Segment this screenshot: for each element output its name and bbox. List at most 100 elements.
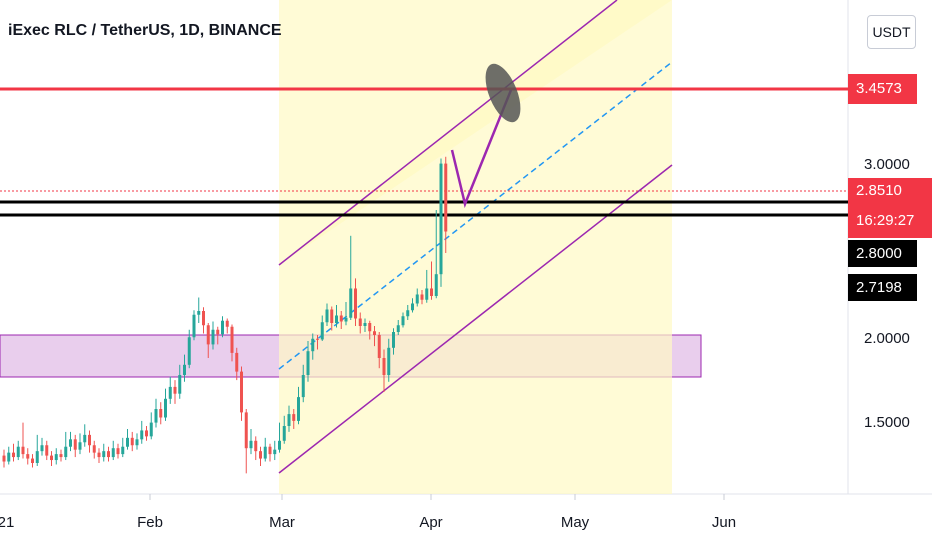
candle-body	[64, 446, 68, 458]
candles	[2, 156, 448, 474]
candle-body	[358, 318, 362, 326]
candle-body	[354, 288, 357, 319]
support-price-badge-lower: 2.7198	[848, 274, 917, 301]
candle-body	[306, 351, 310, 375]
candle-body	[168, 386, 172, 399]
candle-body	[35, 451, 39, 463]
candle-body	[126, 437, 129, 447]
candle-body	[425, 288, 429, 300]
candle-body	[339, 315, 343, 322]
x-tick-marks	[149, 494, 725, 500]
candle-body	[325, 309, 329, 323]
x-tick-label: May	[560, 514, 590, 531]
candle-body	[420, 294, 424, 300]
candle-body	[211, 329, 215, 345]
y-tick-label: 2.0000	[864, 330, 910, 347]
candle-body	[78, 442, 82, 450]
candle-body	[282, 426, 286, 441]
x-tick-label: Feb	[137, 514, 163, 531]
candle-body	[140, 430, 144, 440]
y-tick-label: 3.0000	[864, 156, 910, 173]
candle-body	[254, 440, 258, 452]
bar-countdown: 16:29:27	[856, 212, 915, 229]
candle-body	[149, 422, 153, 437]
x-tick-label: Mar	[269, 514, 295, 531]
candle-body	[21, 446, 25, 455]
candle-body	[415, 294, 419, 304]
candle-body	[206, 325, 210, 345]
candle-body	[396, 325, 400, 332]
candle-body	[31, 458, 34, 463]
candle-body	[373, 331, 376, 335]
candle-body	[387, 347, 391, 375]
candle-body	[145, 430, 148, 437]
candle-body	[301, 375, 305, 398]
projection-path[interactable]	[450, 89, 513, 209]
last-price-badge: 2.8510 16:29:27	[848, 178, 932, 238]
candle-body	[54, 454, 58, 461]
target-marker[interactable]	[478, 59, 527, 127]
channel-background	[279, 0, 672, 494]
candle-body	[221, 320, 224, 335]
candle-body	[240, 371, 243, 413]
resistance-price-badge: 3.4573	[848, 74, 917, 104]
candle-body	[202, 310, 205, 326]
candle-body	[268, 446, 272, 455]
candle-body	[430, 288, 433, 296]
candle-body	[363, 322, 367, 326]
candle-body	[216, 329, 220, 335]
chart-title: iExec RLC / TetherUS, 1D, BINANCE	[8, 22, 282, 39]
candle-body	[130, 437, 134, 446]
x-tick-label: 21	[0, 514, 15, 531]
candle-body	[12, 452, 15, 458]
candle-body	[230, 326, 234, 353]
candle-body	[83, 434, 87, 443]
candle-body	[368, 322, 372, 332]
channel-upper-line[interactable]	[278, 0, 618, 266]
candle-body	[434, 274, 438, 296]
candle-body	[192, 314, 196, 338]
x-tick-label: Jun	[711, 514, 737, 531]
candle-body	[316, 338, 319, 340]
candle-body	[401, 316, 405, 326]
candle-body	[73, 439, 77, 450]
candle-body	[197, 310, 201, 315]
candle-body	[273, 449, 277, 455]
candle-body	[92, 445, 96, 453]
candle-body	[59, 454, 63, 458]
last-price-value: 2.8510	[856, 182, 902, 199]
candle-body	[297, 397, 300, 421]
candle-body	[178, 375, 182, 394]
candle-body	[88, 434, 91, 446]
candle-body	[263, 446, 267, 459]
candle-body	[311, 338, 315, 352]
candle-body	[406, 310, 410, 317]
candle-body	[102, 451, 106, 458]
candle-body	[330, 309, 334, 323]
candle-body	[116, 448, 120, 455]
candle-body	[2, 455, 6, 462]
candle-body	[382, 358, 386, 375]
candle-body	[292, 414, 296, 421]
candle-body	[187, 337, 191, 365]
candle-body	[26, 454, 30, 459]
candle-body	[244, 412, 248, 449]
candle-body	[411, 303, 414, 311]
candle-body	[173, 386, 177, 394]
candle-body	[183, 364, 186, 375]
candle-body	[135, 439, 139, 446]
candle-body	[259, 451, 262, 459]
candle-body	[97, 452, 101, 458]
candle-body	[154, 409, 158, 423]
candle-body	[107, 451, 110, 458]
candle-body	[16, 446, 20, 458]
candle-body	[164, 398, 167, 418]
candle-body	[111, 448, 115, 458]
candle-body	[225, 320, 229, 327]
x-tick-label: Apr	[419, 514, 443, 531]
candle-body	[159, 409, 163, 418]
currency-unit-button[interactable]: USDT	[867, 15, 916, 49]
candle-body	[50, 455, 53, 461]
candle-body	[249, 440, 253, 449]
